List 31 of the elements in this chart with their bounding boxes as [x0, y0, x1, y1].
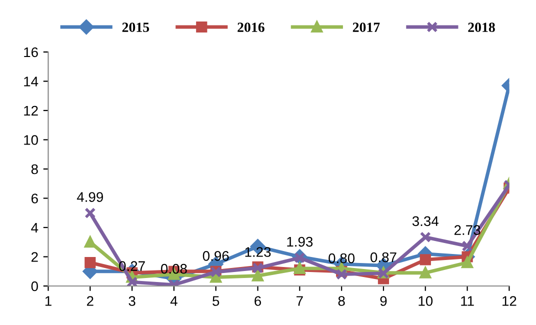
- x-tick-label: 6: [254, 296, 262, 306]
- y-tick-label: 0: [31, 281, 38, 292]
- x-tick-label: 1: [45, 296, 52, 306]
- y-tick-label: 14: [24, 76, 38, 86]
- y-tick-label: 12: [24, 106, 38, 116]
- x-tick-label: 4: [170, 296, 178, 306]
- x-tick-label: 5: [212, 296, 220, 306]
- x-tick-label: 9: [380, 296, 387, 306]
- legend-label: 2018: [468, 22, 495, 32]
- x-tick-label: 12: [502, 296, 516, 306]
- legend-label: 2015: [122, 22, 150, 32]
- x-tick-label: 8: [338, 296, 345, 306]
- data-label: 0.08: [160, 264, 187, 274]
- data-label: 4.99: [76, 192, 104, 202]
- y-tick-label: 2: [31, 252, 38, 262]
- y-tick-label: 16: [24, 47, 38, 58]
- data-label: 3.34: [412, 216, 438, 226]
- data-label: 0.96: [202, 251, 229, 261]
- x-tick-label: 3: [128, 296, 136, 306]
- y-tick-label: 6: [32, 194, 38, 204]
- x-tick-label: 10: [418, 296, 433, 306]
- data-label: 1.93: [287, 236, 313, 247]
- legend-label: 2016: [238, 22, 264, 32]
- data-label: 0.87: [370, 252, 396, 262]
- x-tick-label: 7: [296, 296, 303, 306]
- legend-label: 2017: [352, 22, 380, 32]
- y-tick-label: 10: [24, 135, 38, 145]
- y-tick-label: 4: [31, 222, 38, 233]
- y-tick-label: 8: [31, 164, 38, 174]
- x-tick-label: 2: [86, 296, 94, 306]
- x-tick-label: 11: [461, 296, 474, 306]
